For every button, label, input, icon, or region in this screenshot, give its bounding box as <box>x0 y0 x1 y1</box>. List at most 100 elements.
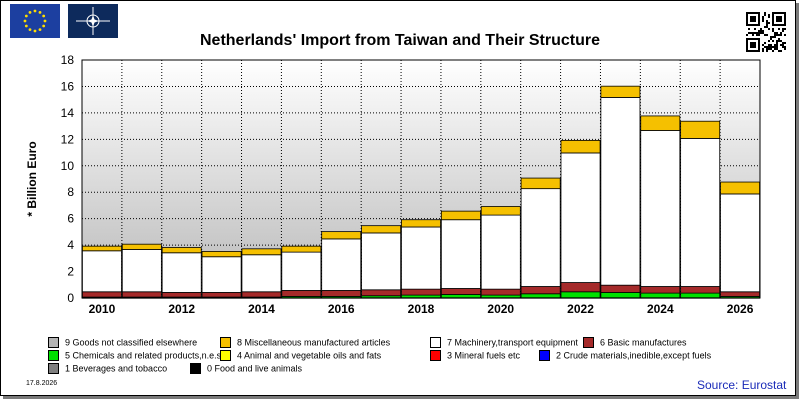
y-tick-label: 8 <box>67 185 74 199</box>
bar-segment <box>440 219 481 289</box>
bar-segment <box>401 288 441 296</box>
legend-swatch <box>48 337 59 349</box>
bar-segment <box>201 251 242 258</box>
bar-segment <box>480 214 521 290</box>
legend-swatch <box>48 363 59 375</box>
bar-segment <box>720 291 761 297</box>
bar-segment <box>440 294 481 299</box>
bar-segment <box>440 210 481 221</box>
x-tick-label: 2024 <box>647 302 674 316</box>
bar-segment <box>560 152 601 283</box>
legend-label: 7 Machinery,transport equipment <box>447 337 578 348</box>
bar-segment <box>640 286 681 294</box>
bar-segment <box>480 206 521 216</box>
bar-segment <box>520 188 561 287</box>
legend-item: 6 Basic manufactures <box>583 337 687 349</box>
bar-segment <box>161 292 202 298</box>
x-tick-label: 2022 <box>567 302 594 316</box>
bar-segment <box>161 252 202 293</box>
eu-flag-icon <box>10 4 60 38</box>
y-tick-label: 14 <box>61 106 75 120</box>
x-tick-label: 2016 <box>328 302 355 316</box>
legend-item: 4 Animal and vegetable oils and fats <box>220 350 382 362</box>
bar-segment <box>560 282 601 293</box>
bar-segment <box>81 250 122 293</box>
bar-segment <box>560 139 601 154</box>
legend-swatch <box>430 350 441 362</box>
y-tick-label: 18 <box>61 53 75 67</box>
x-tick-label: 2026 <box>727 302 754 316</box>
source-label: Source: Eurostat <box>697 378 787 392</box>
bar-segment <box>680 286 721 294</box>
y-tick-label: 2 <box>67 265 74 279</box>
legend-item: 8 Miscellaneous manufactured articles <box>220 337 391 349</box>
bar-segment <box>321 238 362 291</box>
legend-swatch <box>539 350 550 362</box>
bar-segment <box>81 291 122 298</box>
x-tick-label: 2012 <box>168 302 195 316</box>
x-tick-label: 2018 <box>408 302 435 316</box>
legend-swatch <box>190 363 201 375</box>
bar-segment <box>720 193 761 293</box>
y-tick-label: 12 <box>61 132 75 146</box>
chart-title: Netherlands' Import from Taiwan and Thei… <box>199 32 600 49</box>
legend-item: 5 Chemicals and related products,n.e.s. <box>48 350 224 362</box>
legend-item: 7 Machinery,transport equipment <box>430 337 578 349</box>
legend-swatch <box>430 337 441 349</box>
legend-item: 3 Mineral fuels etc <box>430 350 521 362</box>
bar-segment <box>720 181 761 195</box>
bar-segment <box>600 292 641 299</box>
bar-segment <box>401 219 441 228</box>
legend-item: 0 Food and live animals <box>190 363 303 375</box>
legend-label: 4 Animal and vegetable oils and fats <box>237 350 382 361</box>
bar-segment <box>440 288 481 295</box>
legend-label: 0 Food and live animals <box>207 363 303 374</box>
bar-segment <box>480 288 521 296</box>
bar-segment <box>121 291 162 298</box>
bar-segment <box>520 286 561 295</box>
legend-item: 1 Beverages and tobacco <box>48 363 168 375</box>
legend-label: 6 Basic manufactures <box>600 337 687 348</box>
bar-segment <box>520 293 561 299</box>
legend-label: 8 Miscellaneous manufactured articles <box>237 337 391 348</box>
bar-segment <box>361 232 402 291</box>
bar-segment <box>201 292 242 298</box>
date-label: 17.8.2026 <box>26 380 58 387</box>
bar-segment <box>201 256 242 293</box>
bar-segment <box>680 138 721 287</box>
legend-item: 9 Goods not classified elsewhere <box>48 337 197 349</box>
x-tick-label: 2020 <box>487 302 514 316</box>
bar-segment <box>321 231 362 240</box>
qr-code-icon <box>746 12 786 52</box>
legend-label: 3 Mineral fuels etc <box>447 350 521 361</box>
y-tick-label: 6 <box>67 212 74 226</box>
bar-segment <box>640 130 681 287</box>
y-tick-label: 4 <box>67 238 74 252</box>
bar-segment <box>361 289 402 297</box>
bar-segment <box>161 247 202 254</box>
legend-label: 1 Beverages and tobacco <box>65 363 168 374</box>
y-axis-label: * Billion Euro <box>25 141 39 216</box>
nato-flag-icon <box>68 4 118 38</box>
bar-segment <box>361 225 402 234</box>
bar-segment <box>121 249 162 293</box>
bar-segment <box>600 97 641 286</box>
legend-label: 5 Chemicals and related products,n.e.s. <box>65 350 224 361</box>
bar-segment <box>640 115 681 131</box>
legend-item: 2 Crude materials,inedible,except fuels <box>539 350 712 362</box>
bar-segment <box>121 243 162 250</box>
bar-segment <box>241 291 282 298</box>
plot-border <box>81 59 761 299</box>
y-tick-label: 0 <box>67 291 74 305</box>
legend-swatch <box>220 337 231 349</box>
legend-label: 2 Crude materials,inedible,except fuels <box>556 350 712 361</box>
bar-segment <box>680 120 721 139</box>
bar-segment <box>520 177 561 190</box>
y-tick-label: 10 <box>61 159 75 173</box>
bar-segment <box>600 85 641 98</box>
legend-swatch <box>583 337 594 349</box>
bar-segment <box>560 291 601 299</box>
x-tick-label: 2010 <box>89 302 116 316</box>
bar-segment <box>680 292 721 299</box>
